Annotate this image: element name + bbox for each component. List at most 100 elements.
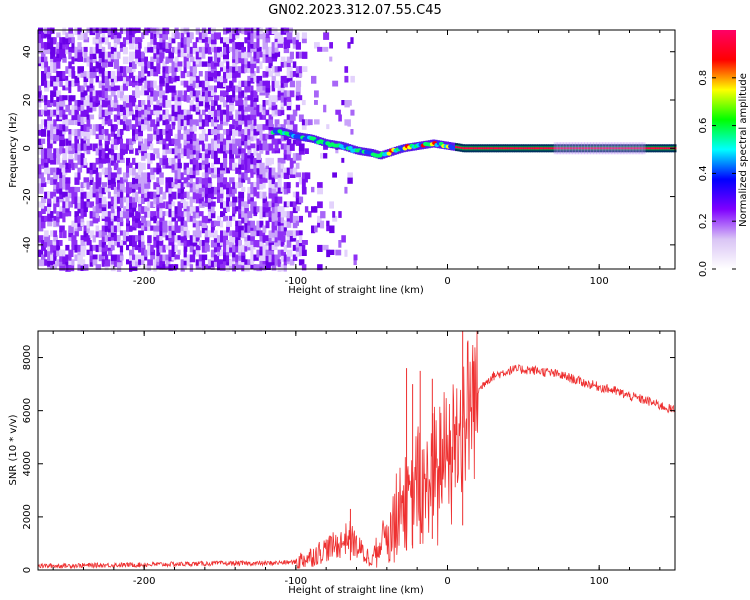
spectrogram-cell <box>232 61 238 67</box>
spectrogram-cell <box>71 56 75 65</box>
spectrogram-cell <box>220 119 225 125</box>
spectrogram-cell <box>101 240 107 248</box>
spectrogram-cell <box>280 235 286 243</box>
spectrogram-cell <box>189 32 194 40</box>
spectrogram-cell <box>65 206 70 213</box>
spectrogram-cell <box>53 80 59 87</box>
spectrogram-cell <box>180 186 185 194</box>
spectrogram-cell <box>101 66 105 72</box>
spectrogram-cell <box>195 143 201 151</box>
spectrogram-cell <box>229 104 235 112</box>
spectrogram-cell <box>280 215 284 224</box>
spectrogram-cell <box>150 32 154 40</box>
spectrogram-cell <box>180 211 185 218</box>
spectrogram-cell <box>92 46 99 54</box>
spectrogram-cell <box>135 182 140 190</box>
spectrogram-cell <box>259 85 265 93</box>
spectrogram-cell <box>83 201 90 208</box>
spectrogram-cell <box>41 80 45 86</box>
spectrogram-cell <box>104 244 110 252</box>
spectrogram-cell <box>41 215 47 222</box>
spectrogram-cell <box>292 61 297 68</box>
spectrogram-cell <box>280 109 285 116</box>
spectrogram-cell <box>119 109 126 116</box>
spectrogram-cell <box>101 186 106 195</box>
spectrogram-cell <box>223 259 227 266</box>
spectrogram-cell <box>153 71 159 77</box>
spectrogram-cell <box>271 206 276 214</box>
ridge-halo <box>553 142 558 155</box>
spectrogram-cell <box>162 264 168 270</box>
spectrogram-cell <box>292 138 299 145</box>
spectrogram-cell <box>89 172 93 180</box>
spectrogram-cell <box>165 109 169 118</box>
spectrogram-cell <box>280 95 285 103</box>
spectrogram-cell <box>89 167 94 175</box>
spectrogram-cell <box>126 104 130 112</box>
spectrogram-cell <box>174 264 179 270</box>
spectrogram-cell <box>210 201 216 207</box>
spectrogram-cell <box>232 85 236 91</box>
spectrogram-cell <box>41 254 46 260</box>
ridge-core <box>609 147 613 150</box>
spectrogram-cell <box>147 114 152 121</box>
spectrogram-cell <box>229 153 234 159</box>
spectrogram-cell <box>314 206 318 213</box>
spectrogram-cell <box>159 225 164 231</box>
spectrogram-cell <box>277 182 282 188</box>
spectrogram-cell <box>41 32 47 39</box>
spectrogram-cell <box>53 201 59 207</box>
spectrogram-cell <box>295 206 300 212</box>
spectrogram-cell <box>189 129 195 137</box>
spectrogram-cell <box>238 119 243 125</box>
spectrogram-cell <box>47 129 52 137</box>
spectrogram-cell <box>350 129 354 135</box>
ridge-core <box>541 147 545 150</box>
spectrogram-cell <box>162 143 168 150</box>
spectrogram-cell <box>268 215 275 222</box>
spectrogram-cell <box>295 95 300 101</box>
spectrogram-cell <box>292 42 297 49</box>
spectrogram-cell <box>74 138 79 145</box>
spectrogram-cell <box>56 153 61 161</box>
spectrogram-cell <box>259 244 265 251</box>
spectrogram-cell <box>195 27 201 35</box>
spectrogram-cell <box>53 244 58 251</box>
spectrogram-cell <box>304 172 311 180</box>
spectrogram-cell <box>271 211 276 219</box>
spectrogram-cell <box>274 220 279 226</box>
spectrogram-cell <box>201 177 206 185</box>
spectrogram-cell <box>107 148 113 155</box>
spectrogram-cell <box>116 114 121 120</box>
spectrogram-cell <box>165 177 171 183</box>
spectrogram-cell <box>156 148 160 154</box>
spectrogram-cell <box>171 225 176 231</box>
spectrogram-cell <box>110 138 114 145</box>
spectrogram-cell <box>210 42 217 48</box>
spectrogram-cell <box>56 240 62 246</box>
spectrogram-cell <box>71 196 76 205</box>
spectrogram-cell <box>107 133 111 141</box>
spectrogram-cell <box>92 182 98 190</box>
spectrogram-cell <box>53 230 58 237</box>
spectrogram-cell <box>235 225 241 232</box>
spectrogram-cell <box>283 90 288 98</box>
spectrogram-cell <box>259 240 264 247</box>
spectrogram-cell <box>83 182 89 188</box>
spectrogram-cell <box>180 259 187 266</box>
spectrogram-cell <box>271 235 278 241</box>
spectrogram-cell <box>77 119 82 126</box>
spectrogram-cell <box>232 249 236 258</box>
spectrogram-cell <box>135 177 140 184</box>
spectrogram-cell <box>122 109 128 115</box>
spectrogram-cell <box>189 66 194 73</box>
spectrogram-cell <box>86 249 90 255</box>
spectrogram-cell <box>259 167 264 175</box>
spectrogram-cell <box>74 51 80 59</box>
spectrogram-cell <box>44 230 49 237</box>
spectrogram-cell <box>232 143 237 151</box>
spectrogram-cell <box>213 95 220 101</box>
spectrogram-cell <box>71 104 77 110</box>
spectrogram-cell <box>80 191 84 199</box>
spectrogram-cell <box>192 240 198 247</box>
